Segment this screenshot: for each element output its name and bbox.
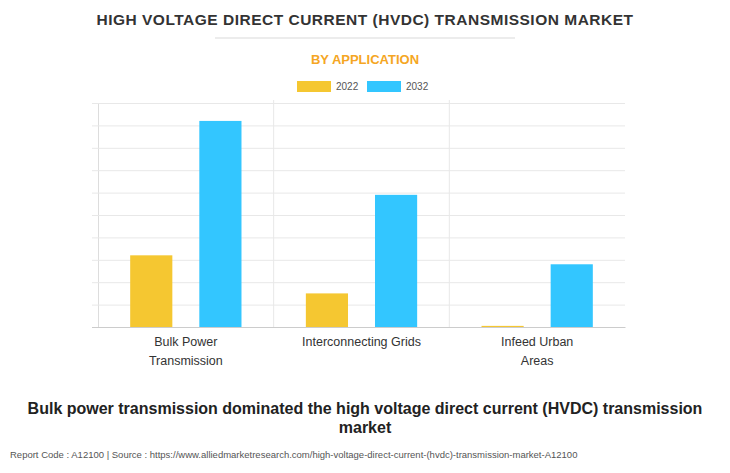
y-tick bbox=[92, 125, 625, 126]
legend: 2022 2032 bbox=[297, 81, 429, 92]
grid-line bbox=[92, 193, 625, 194]
y-tick bbox=[92, 237, 625, 238]
legend-swatch bbox=[297, 81, 331, 92]
y-tick bbox=[92, 148, 625, 149]
chart: HIGH VOLTAGE DIRECT CURRENT (HVDC) TRANS… bbox=[0, 0, 730, 473]
y-tick bbox=[92, 327, 625, 328]
y-tick bbox=[92, 103, 625, 104]
bar bbox=[199, 121, 241, 327]
title: HIGH VOLTAGE DIRECT CURRENT (HVDC) TRANS… bbox=[96, 11, 633, 28]
grid-line bbox=[92, 237, 625, 238]
title-rule bbox=[215, 38, 515, 39]
grid-line bbox=[92, 125, 625, 126]
bar bbox=[375, 195, 417, 327]
x-axis: Bulk PowerTransmission Interconnecting Gr… bbox=[99, 327, 626, 368]
x-tick-label: Interconnecting Grids bbox=[302, 335, 421, 349]
bars bbox=[130, 121, 593, 327]
y-tick bbox=[92, 170, 625, 171]
x-tick: Interconnecting Grids bbox=[302, 327, 421, 349]
legend-swatch bbox=[367, 81, 401, 92]
x-axis-line bbox=[99, 327, 626, 328]
grid-line bbox=[92, 103, 625, 104]
y-tick bbox=[92, 193, 625, 194]
y-tick bbox=[92, 215, 625, 216]
bar bbox=[551, 264, 593, 327]
group-separator bbox=[273, 100, 274, 327]
x-tick: Bulk PowerTransmission bbox=[149, 327, 223, 368]
grid-line bbox=[92, 327, 625, 328]
y-axis bbox=[92, 104, 625, 328]
legend-label: 2032 bbox=[406, 81, 429, 92]
subtitle: BY APPLICATION bbox=[311, 52, 419, 67]
grid-line bbox=[92, 148, 625, 149]
caption: Bulk power transmission dominated the hi… bbox=[28, 400, 703, 436]
x-tick-label: Infeed UrbanAreas bbox=[501, 335, 573, 368]
bar bbox=[306, 293, 348, 327]
grid-line bbox=[92, 170, 625, 171]
bar bbox=[130, 255, 172, 327]
bar bbox=[482, 326, 524, 327]
x-tick-label: Bulk PowerTransmission bbox=[149, 335, 223, 368]
separators bbox=[274, 100, 450, 327]
legend-label: 2022 bbox=[336, 81, 359, 92]
group-separator bbox=[449, 100, 450, 327]
source-note: Report Code : A12100 | Source : https://… bbox=[10, 449, 577, 460]
grid-line bbox=[92, 215, 625, 216]
x-tick: Infeed UrbanAreas bbox=[501, 327, 573, 368]
